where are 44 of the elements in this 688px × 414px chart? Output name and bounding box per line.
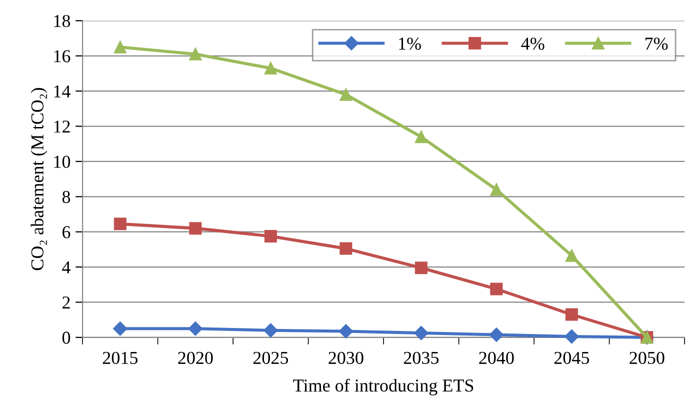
x-tick-label: 2020 <box>178 352 213 364</box>
point <box>264 62 277 74</box>
point <box>565 308 578 321</box>
y-tick-label: 6 <box>62 226 70 238</box>
point <box>490 183 503 196</box>
x-tick-label: 2030 <box>328 352 364 364</box>
point <box>113 322 128 336</box>
y-tick-label: 10 <box>54 156 70 168</box>
y-tick-label: 0 <box>62 332 70 344</box>
x-axis-title: Time of introducing ETS <box>293 378 474 396</box>
y-tick-label: 2 <box>62 296 70 308</box>
y-tick-label: 14 <box>54 85 70 98</box>
x-tick-label: 2040 <box>479 352 514 364</box>
x-tick-label: 2050 <box>630 352 664 364</box>
point <box>414 262 428 274</box>
legend-label: 4% <box>521 38 544 50</box>
point <box>189 222 202 235</box>
y-tick-label: 16 <box>54 50 70 62</box>
point <box>340 88 352 101</box>
y-tick-label: 12 <box>54 120 70 133</box>
point <box>264 230 277 242</box>
y-tick-label: 8 <box>62 190 70 204</box>
legend-label: 1% <box>399 38 421 50</box>
x-tick-label: 2045 <box>554 352 590 364</box>
point <box>264 323 278 338</box>
point <box>189 48 202 60</box>
x-tick-label: 2025 <box>253 352 288 364</box>
x-tick-label: 2015 <box>102 352 138 364</box>
point <box>490 282 503 296</box>
point <box>114 40 126 54</box>
point <box>489 328 504 342</box>
point <box>114 218 126 230</box>
y-axis-title: CO₂ abatement (M tCO₂) <box>30 88 48 270</box>
point <box>188 322 203 336</box>
point <box>340 242 352 255</box>
point <box>338 324 354 338</box>
x-tick-label: 2035 <box>404 352 439 364</box>
point <box>565 249 578 262</box>
y-tick-label: 18 <box>54 14 70 28</box>
point <box>564 329 579 344</box>
y-tick-label: 4 <box>62 261 70 274</box>
point <box>414 130 428 144</box>
legend-label: 7% <box>645 38 668 50</box>
point <box>414 326 428 340</box>
